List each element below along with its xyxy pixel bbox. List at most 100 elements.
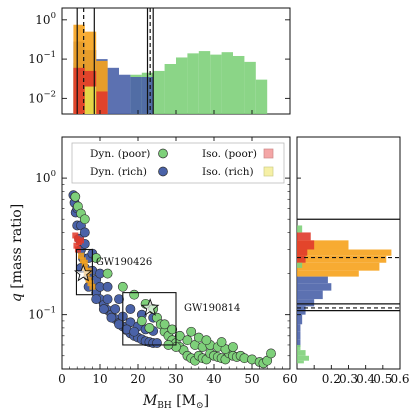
point-dynpoor-7 <box>129 289 140 300</box>
x-tick-label-3: 30 <box>168 372 183 386</box>
annotation-gw190814: GW190814 <box>184 303 240 314</box>
point-isopoor-0 <box>72 232 79 239</box>
main-scatter <box>68 190 276 369</box>
right-bar-2-7 <box>297 331 301 340</box>
point-dynpoor-52 <box>216 337 227 347</box>
point-isorich-0 <box>78 252 84 259</box>
right-bar-2-3 <box>297 299 315 307</box>
point-dynpoor-42 <box>182 335 193 346</box>
legend-label-dyn-rich: Dyn. (rich) <box>90 166 147 178</box>
right-bar-2-6 <box>297 324 301 332</box>
point-dynrich-51 <box>91 294 102 305</box>
point-dynpoor-3 <box>79 214 90 225</box>
legend-marker-iso-poor <box>263 148 274 159</box>
top-bar-4-2 <box>84 86 97 114</box>
legend-label-iso-rich: Iso. (rich) <box>202 166 254 178</box>
point-isopoor-3 <box>73 242 80 249</box>
right-bar-1-3 <box>297 255 306 263</box>
point-dynrich-46 <box>125 304 136 314</box>
legend-box <box>71 142 285 184</box>
top-bar-0-11 <box>187 53 199 114</box>
y-tick-label-top-0: 100 <box>35 11 56 27</box>
point-dynpoor-56 <box>136 316 147 326</box>
event-star-0 <box>73 263 93 282</box>
top-bar-1-4 <box>107 67 119 114</box>
right-bar-2-2 <box>297 290 323 300</box>
point-dynpoor-40 <box>167 324 178 335</box>
top-bar-0-14 <box>221 52 233 114</box>
event-box-1 <box>122 292 177 346</box>
x-tick-label-1: 10 <box>92 372 107 386</box>
x-axis-label: MBH [M⊙] <box>142 393 209 411</box>
y-tick-label-top-1: 10−1 <box>28 50 56 66</box>
point-dynpoor-39 <box>159 319 170 330</box>
point-dynrich-35 <box>110 304 121 314</box>
top-histogram <box>73 8 268 114</box>
right-bar-3-1 <box>297 262 303 268</box>
point-dynpoor-55 <box>144 322 155 333</box>
point-dynrich-56 <box>129 326 140 337</box>
top-bar-0-12 <box>198 51 211 114</box>
point-dynrich-41 <box>79 227 90 238</box>
y-tick-label-main-1: 10−1 <box>28 306 56 322</box>
point-dynrich-45 <box>114 294 124 305</box>
main-axes: 0 10 20 30 40 50 60 100 10−1 <box>28 136 298 386</box>
point-dynrich-26 <box>152 338 162 348</box>
legend-marker-dyn-poor <box>158 148 168 159</box>
point-dynrich-44 <box>102 281 113 292</box>
point-dynpoor-38 <box>266 348 276 359</box>
right-x-tick-label-3: 0.5 <box>373 372 392 386</box>
right-x-tick-label-4: 0.6 <box>390 372 409 386</box>
point-isorich-4 <box>85 276 92 283</box>
right-bar-0-2 <box>297 255 387 263</box>
point-isorich-5 <box>87 280 94 287</box>
top-bar-0-8 <box>153 70 165 114</box>
y-axis-label: q [mass ratio] <box>9 204 25 302</box>
x-tick-label-4: 40 <box>206 372 221 386</box>
right-bar-1-2 <box>297 249 308 256</box>
point-isopoor-4 <box>78 237 84 244</box>
top-histogram-axes: 100 10−1 10−2 <box>28 11 291 114</box>
point-dynpoor-41 <box>174 330 185 341</box>
point-dynpoor-48 <box>228 342 238 352</box>
event-star-1 <box>140 298 160 316</box>
legend-marker-iso-rich <box>263 166 274 177</box>
x-tick-label-6: 60 <box>282 372 297 386</box>
right-bar-3-2 <box>297 344 301 351</box>
top-bar-0-16 <box>244 61 256 114</box>
right-bar-0-0 <box>297 240 349 250</box>
top-bar-0-15 <box>233 55 245 114</box>
y-tick-label-top-2: 10−2 <box>28 89 56 105</box>
point-dynrich-52 <box>98 304 109 314</box>
right-histogram-axes: 0.20.30.40.50.6 <box>296 177 410 386</box>
right-bar-1-1 <box>297 240 315 250</box>
legend-label-iso-poor: Iso. (poor) <box>202 148 257 160</box>
right-bar-2-0 <box>297 276 328 284</box>
point-dynpoor-6 <box>117 281 128 292</box>
legend-label-dyn-poor: Dyn. (poor) <box>90 148 150 160</box>
top-bar-1-5 <box>119 74 131 114</box>
right-bar-2-5 <box>297 314 303 325</box>
top-bar-0-10 <box>176 57 188 114</box>
x-tick-label-0: 0 <box>58 372 66 386</box>
top-bar-0-9 <box>164 64 176 114</box>
right-bar-2-1 <box>297 283 332 291</box>
right-bar-0-1 <box>297 249 392 256</box>
right-x-tick-label-2: 0.4 <box>356 372 375 386</box>
x-tick-label-5: 50 <box>244 372 259 386</box>
point-dynrich-54 <box>114 319 124 330</box>
right-bar-3-3 <box>297 350 306 356</box>
annotation-gw190426: GW190426 <box>96 257 152 268</box>
top-bar-0-13 <box>210 54 222 114</box>
right-bar-3-0 <box>297 225 303 233</box>
point-isopoor-1 <box>74 235 81 242</box>
right-bar-0-3 <box>297 262 380 271</box>
point-dynrich-53 <box>106 312 117 323</box>
right-bar-1-0 <box>297 232 311 241</box>
top-bar-2-3 <box>96 60 108 114</box>
legend: Dyn. (poor) Dyn. (rich) Iso. (poor) Iso.… <box>71 142 285 184</box>
right-x-tick-label-0: 0.2 <box>322 372 341 386</box>
top-bar-0-17 <box>255 79 268 114</box>
